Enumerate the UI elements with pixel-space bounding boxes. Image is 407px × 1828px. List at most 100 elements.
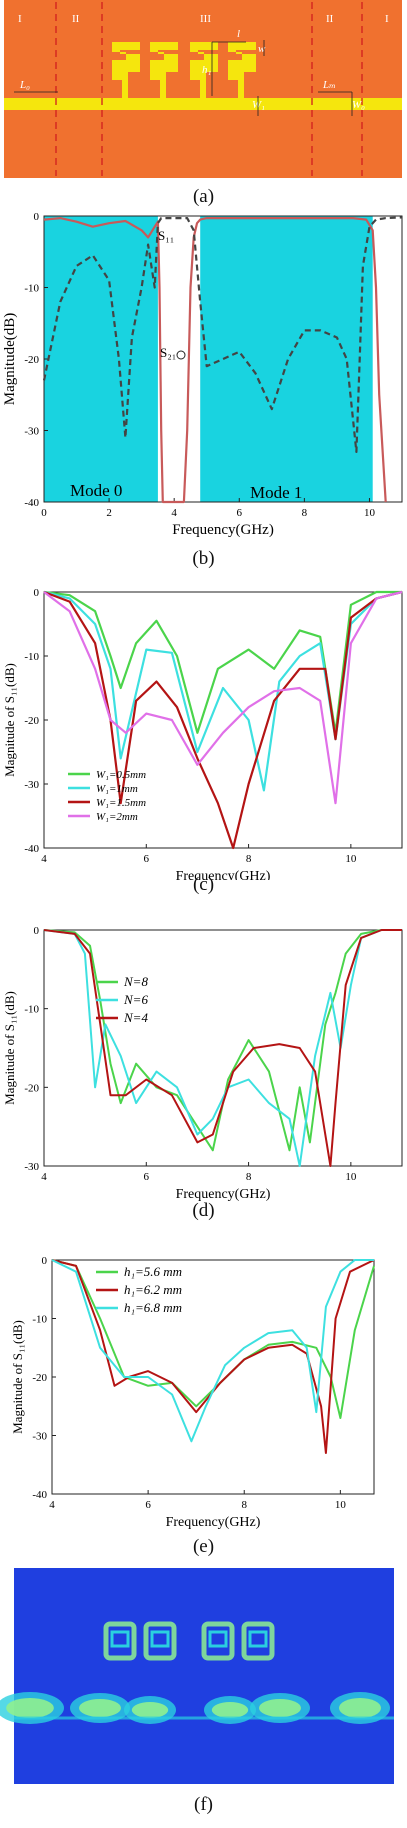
x-tick-label: 8 (246, 1171, 252, 1183)
caption-a: (a) (192, 186, 215, 207)
mode-band (200, 216, 373, 502)
x-tick-label: 4 (41, 1171, 47, 1183)
legend: h₁=5.6 mm h₁=6.2 mm h₁=6.8 mm (96, 1264, 182, 1315)
x-tick-label: 0 (41, 507, 47, 519)
x-tick-label: 8 (241, 1499, 247, 1511)
y-tick-label: -20 (24, 715, 39, 727)
legend-label: h₁=6.8 mm (124, 1300, 182, 1315)
series-group (51, 1259, 375, 1454)
caption-f: (f) (194, 1794, 213, 1815)
field-background (14, 1568, 394, 1784)
caption-b: (b) (192, 548, 215, 569)
legend-label: h₁=5.6 mm (124, 1264, 182, 1279)
spiral-field (201, 1621, 235, 1661)
y-axis-label: Magnitude of S₁₁(dB) (2, 991, 17, 1105)
dim-lm: Lₘ (322, 79, 336, 91)
y-axis-label: Magnitude of S₁₁(dB) (2, 663, 17, 777)
plot-frame (43, 929, 403, 1167)
y-tick-label: -30 (24, 1161, 39, 1173)
y-tick-label: -10 (24, 1004, 39, 1016)
y-tick-label: 0 (42, 1255, 48, 1267)
legend-label: N=6 (123, 992, 148, 1007)
x-tick-label: 6 (144, 853, 150, 865)
annot-mode0: Mode 0 (70, 481, 122, 500)
x-tick-label: 10 (345, 853, 357, 865)
chart-b: 0 2 4 6 8 10 0 -10 -20 -30 -40 S₁₁ S₂₁ Mode 0 Mode… (2, 211, 403, 538)
annot-marker (176, 350, 186, 360)
series-line (51, 1259, 374, 1443)
x-tick-label: 8 (246, 853, 252, 865)
region-label: III (200, 13, 211, 25)
y-tick-label: -10 (32, 1314, 47, 1326)
y-tick-label: -20 (32, 1372, 47, 1384)
region-label: I (18, 13, 22, 25)
y-tick-label: -30 (24, 426, 39, 438)
spiral-field-inner (248, 1630, 268, 1648)
series-line (43, 217, 387, 504)
caption-e: (e) (192, 1536, 215, 1557)
y-tick-label: 0 (34, 925, 40, 937)
x-tick-label: 10 (335, 1499, 347, 1511)
legend-label: W₁=2mm (96, 811, 138, 823)
region-label: II (326, 13, 334, 25)
spiral-field (241, 1621, 275, 1661)
x-tick-label: 6 (145, 1499, 151, 1511)
panel-b: 0 2 4 6 8 10 0 -10 -20 -30 -40 S₁₁ S₂₁ Mode 0 Mode… (0, 210, 407, 580)
microstrip-line (4, 98, 402, 110)
mode-band (44, 216, 158, 502)
x-tick-label: 8 (302, 507, 308, 519)
series-line (43, 590, 403, 805)
x-axis-label: Frequency(GHz) (176, 1187, 271, 1202)
series-group (43, 929, 402, 1167)
legend-label: h₁=6.2 mm (124, 1282, 182, 1297)
series-line (43, 929, 402, 1167)
dim-w0: W₀ (352, 99, 365, 111)
field-distribution-image (0, 1568, 394, 1784)
y-tick-label: -10 (24, 651, 39, 663)
spiral-field-inner (150, 1630, 170, 1648)
structure-diagram: I II III II I l w h₁ L₀ Lₘ W₁ W₀ (4, 0, 402, 178)
panel-c: 4 6 8 10 0 -10 -20 -30 -40 W₁=0.5mm W₁=1mm W₁=1.5m… (0, 580, 407, 910)
chart-c: 4 6 8 10 0 -10 -20 -30 -40 W₁=0.5mm W₁=1mm W₁=1.5m… (2, 587, 403, 884)
x-tick-label: 2 (106, 507, 112, 519)
spiral-cell (228, 42, 256, 98)
legend-label: N=4 (123, 1010, 148, 1025)
axes: 4 6 8 10 0 -10 -20 -30 -40 (32, 1255, 375, 1511)
field-hotspot (6, 1698, 54, 1718)
chart-d: 4 6 8 10 0 -10 -20 -30 N=8 N=6 N=4 Frequency(GHz)… (2, 925, 403, 1202)
series-group (42, 216, 403, 504)
y-tick-label: -40 (24, 843, 39, 855)
x-tick-label: 6 (144, 1171, 150, 1183)
series-line (42, 216, 403, 453)
field-hotspots (0, 1621, 394, 1724)
spiral-field-inner (110, 1630, 130, 1648)
caption-c: (c) (192, 874, 215, 895)
x-tick-label: 10 (345, 1171, 357, 1183)
legend-label: W₁=1mm (96, 783, 138, 795)
x-axis-label: Frequency(GHz) (166, 1515, 261, 1530)
y-tick-label: -40 (24, 497, 39, 509)
x-axis-label: Frequency(GHz) (172, 522, 274, 538)
legend-label: N=8 (123, 974, 148, 989)
region-label: I (385, 13, 389, 25)
mode-bands (44, 216, 373, 502)
panel-f: (f) (0, 1568, 407, 1828)
series-line (51, 1259, 375, 1454)
legend: N=8 N=6 N=4 (96, 974, 148, 1025)
series-group (43, 590, 403, 850)
dim-l: l (237, 28, 240, 40)
x-tick-label: 6 (237, 507, 243, 519)
series-line (43, 929, 402, 1167)
field-hotspot (259, 1699, 301, 1717)
field-hotspot (131, 1702, 169, 1718)
legend-label: W₁=1.5mm (96, 797, 146, 809)
dim-w: w (258, 43, 266, 55)
dim-h1: h₁ (202, 64, 212, 76)
x-tick-label: 4 (49, 1499, 55, 1511)
panel-e: 4 6 8 10 0 -10 -20 -30 -40 h₁=5.6 mm h₁=6.2 mm h₁=… (0, 1236, 407, 1566)
dim-l0: L₀ (19, 79, 30, 91)
y-tick-label: -20 (24, 1082, 39, 1094)
spiral-cell (150, 42, 178, 98)
x-tick-label: 4 (41, 853, 47, 865)
